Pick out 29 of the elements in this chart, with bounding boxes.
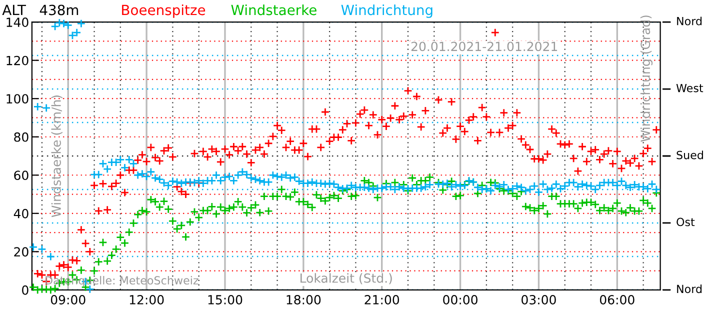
text: 20.01.2021-21.01.2021 xyxy=(411,42,558,52)
text: Boeenspitze xyxy=(122,4,206,18)
text: Windstaerke xyxy=(231,4,316,16)
x-tick-label: 00:00 xyxy=(443,295,478,304)
y-tick-label: 60 xyxy=(14,170,28,180)
ref-line-label: Sued xyxy=(676,150,703,160)
y-tick-label: 40 xyxy=(14,208,28,218)
y-tick-label: 20 xyxy=(14,247,28,257)
x-axis-title: Lokalzeit (Std.) xyxy=(300,273,392,284)
y-tick-label: 120 xyxy=(6,56,28,66)
y-tick-label: 140 xyxy=(6,18,28,28)
x-tick-label: 18:00 xyxy=(286,295,321,304)
ref-line-label: Nord xyxy=(677,284,702,294)
x-tick-label: 03:00 xyxy=(522,295,556,304)
chart-title: ALT 438m xyxy=(2,4,78,16)
ref-line-label: Nord xyxy=(677,16,702,26)
y-axis-title: Windstaerke (km/h) xyxy=(51,96,62,218)
x-tick-label: 15:00 xyxy=(208,295,242,304)
ref-line-label: West xyxy=(676,84,704,92)
x-tick-label: 12:00 xyxy=(130,295,164,304)
y-tick-label: 0 xyxy=(22,285,28,295)
y-tick-label: 80 xyxy=(14,132,28,142)
ref-line-label: Ost xyxy=(676,218,695,226)
y2-axis-title: Windrichtung (Grad) xyxy=(640,16,653,142)
x-tick-label: 09:00 xyxy=(50,295,86,304)
x-tick-label: 06:00 xyxy=(600,295,634,304)
y-tick-label: 100 xyxy=(6,94,28,104)
x-tick-label: 21:00 xyxy=(364,295,400,304)
text: Windrichtung xyxy=(341,4,432,18)
